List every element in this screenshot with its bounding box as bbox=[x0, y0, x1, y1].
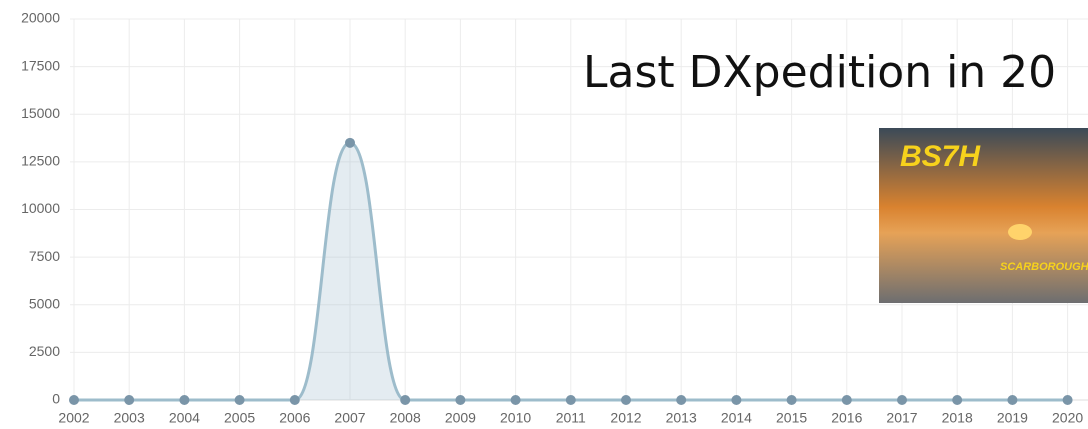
point bbox=[897, 395, 907, 405]
point bbox=[455, 395, 466, 405]
x-tick-label: 2020 bbox=[1052, 410, 1083, 426]
x-tick-label: 2002 bbox=[58, 410, 89, 426]
photo-background bbox=[879, 128, 1088, 303]
point bbox=[179, 395, 190, 405]
sun bbox=[1008, 224, 1032, 240]
y-tick-label: 7500 bbox=[29, 248, 60, 264]
point bbox=[345, 137, 355, 148]
photo-text: SCARBOROUGH bbox=[1000, 261, 1088, 273]
x-tick-label: 2008 bbox=[390, 410, 421, 426]
y-tick-label: 0 bbox=[52, 391, 60, 407]
point bbox=[1007, 395, 1018, 405]
photo-text: BS7H bbox=[900, 140, 981, 173]
plot-area: 0 2500 5000 7500 10000 12500 15000 17500 20000 20… bbox=[21, 10, 1088, 426]
x-tick-label: 2014 bbox=[721, 410, 752, 426]
point bbox=[234, 395, 245, 405]
y-tick-label: 2500 bbox=[29, 343, 60, 359]
chart-title: Last DXpedition in 20 bbox=[583, 47, 1056, 98]
x-tick-label: 2018 bbox=[942, 410, 973, 426]
point bbox=[676, 395, 687, 405]
x-tick-label: 2012 bbox=[610, 410, 641, 426]
point bbox=[621, 395, 631, 405]
photo: BS7H SCARBOROUGH bbox=[879, 128, 1088, 303]
point bbox=[1062, 395, 1073, 405]
x-tick-label: 2005 bbox=[224, 410, 255, 426]
y-tick-label: 5000 bbox=[29, 295, 60, 311]
point bbox=[565, 395, 576, 405]
area bbox=[74, 142, 1068, 400]
point bbox=[289, 395, 300, 405]
y-tick-label: 15000 bbox=[21, 105, 60, 121]
x-tick-label: 2016 bbox=[831, 410, 862, 426]
x-tick-label: 2004 bbox=[169, 410, 200, 426]
point bbox=[841, 395, 852, 405]
x-tick-label: 2013 bbox=[666, 410, 697, 426]
x-tick-label: 2017 bbox=[886, 410, 917, 426]
point bbox=[124, 395, 135, 405]
x-tick-label: 2003 bbox=[114, 410, 145, 426]
point bbox=[731, 395, 742, 405]
x-tick-label: 2011 bbox=[556, 410, 586, 426]
x-tick-label: 2009 bbox=[445, 410, 476, 426]
y-tick-label: 12500 bbox=[21, 153, 60, 169]
x-tick-label: 2007 bbox=[334, 410, 365, 426]
x-tick-label: 2019 bbox=[997, 410, 1028, 426]
point bbox=[952, 395, 963, 405]
point bbox=[69, 395, 79, 405]
x-tick-label: 2010 bbox=[500, 410, 531, 426]
x-tick-label: 2015 bbox=[776, 410, 807, 426]
point bbox=[400, 395, 411, 405]
y-tick-label: 20000 bbox=[21, 10, 60, 26]
y-tick-label: 10000 bbox=[21, 200, 60, 216]
point bbox=[786, 395, 797, 405]
x-tick-label: 2006 bbox=[279, 410, 310, 426]
y-tick-label: 17500 bbox=[21, 57, 60, 73]
point bbox=[510, 395, 521, 405]
